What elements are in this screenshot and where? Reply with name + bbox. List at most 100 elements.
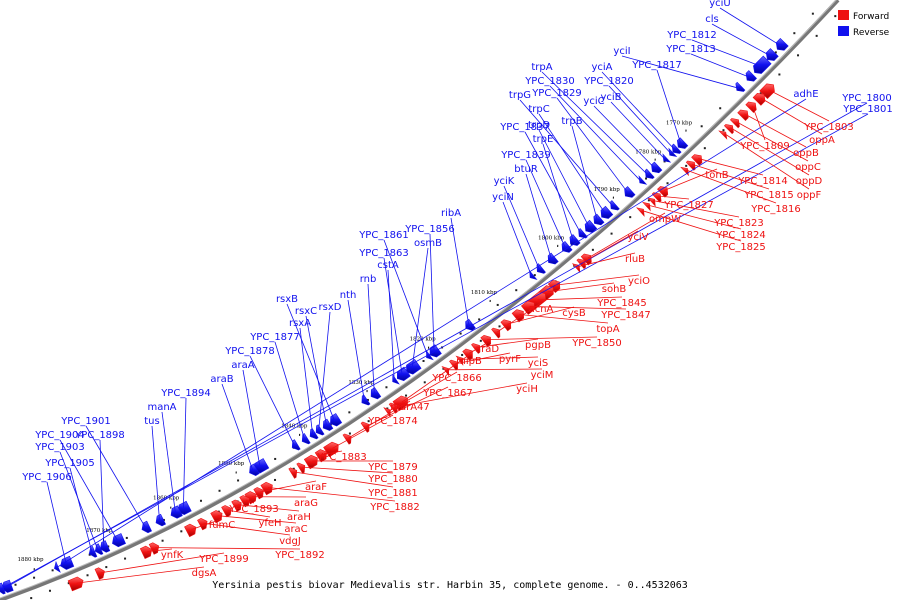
gene-arrow-yciC[interactable] [651,161,663,174]
gene-arrow-vdgJ[interactable] [197,517,208,531]
gene-label-YPC_1904[interactable]: YPC_1904 [34,430,85,441]
gene-arrow-YPC_1878[interactable] [291,439,301,451]
gene-label-yciU[interactable]: yciU [709,0,731,9]
gene-arrow-araF[interactable] [253,487,264,500]
gene-arrow-yciA[interactable] [671,143,682,154]
gene-label-YPC_1847[interactable]: YPC_1847 [600,310,651,321]
gene-arrow-YPC_1892[interactable] [148,542,160,555]
gene-label-osmB[interactable]: osmB [414,238,442,249]
gene-arrow-YPC_1881[interactable] [288,467,298,479]
gene-label-YPC_1879[interactable]: YPC_1879 [367,462,418,473]
gene-label-topA[interactable]: topA [596,324,619,335]
gene-label-YPC_1880[interactable]: YPC_1880 [367,474,418,485]
gene-label-araB[interactable]: araB [210,374,233,385]
gene-label-YPC_1816[interactable]: YPC_1816 [750,204,801,215]
gene-arrow-YPC_1825[interactable] [636,207,645,217]
gene-label-ompW[interactable]: ompW [649,214,681,225]
gene-arrow-oppD[interactable] [723,124,734,135]
gene-label-yciH[interactable]: yciH [516,384,538,395]
gene-label-YPC_1837[interactable]: YPC_1837 [499,122,550,133]
gene-arrow-ompW[interactable] [580,253,592,266]
gene-label-yciV[interactable]: yciV [627,232,648,243]
gene-arrow-YPC_1816[interactable] [680,166,689,177]
gene-label-YPC_1874[interactable]: YPC_1874 [367,416,418,427]
gene-arrow-manA[interactable] [170,505,183,519]
gene-arrow-YPC_1861[interactable] [426,349,434,361]
gene-label-araC[interactable]: araC [284,524,307,535]
gene-label-YPC_1883[interactable]: YPC_1883 [316,452,367,463]
gene-label-oppC[interactable]: oppC [795,162,821,173]
gene-label-tonB[interactable]: tonB [705,170,728,181]
gene-label-YPC_1800[interactable]: YPC_1800 [841,93,892,104]
gene-label-cstA[interactable]: cstA [377,260,399,271]
gene-label-YPC_1906[interactable]: YPC_1906 [21,472,72,483]
gene-arrow-YPC_1837[interactable] [578,228,588,239]
gene-arrow-YPC_1867[interactable] [360,421,370,433]
gene-label-YPC_1892[interactable]: YPC_1892 [274,550,325,561]
gene-arrow-rnb[interactable] [370,387,382,400]
gene-arrow-YPC_1827[interactable] [651,192,662,203]
gene-label-trpA[interactable]: trpA [531,62,552,73]
gene-label-YPC_1866[interactable]: YPC_1866 [431,373,482,384]
gene-label-pyrF[interactable]: pyrF [499,354,521,365]
gene-arrow-marA47[interactable] [342,433,352,445]
gene-label-YPC_1825[interactable]: YPC_1825 [715,242,766,253]
gene-label-YPC_1823[interactable]: YPC_1823 [713,218,764,229]
gene-label-YPC_1901[interactable]: YPC_1901 [60,416,111,427]
gene-label-yciI[interactable]: yciI [613,46,630,57]
gene-arrow-YPC_1823[interactable] [647,197,656,207]
gene-arrow-yciK[interactable] [536,263,546,274]
gene-arrow-pgpB[interactable] [471,343,481,354]
gene-label-YPC_1894[interactable]: YPC_1894 [160,388,211,399]
gene-label-trpE[interactable]: trpE [533,134,554,145]
gene-label-rluB[interactable]: rluB [625,254,645,265]
gene-arrow-YPC_1893[interactable] [239,495,250,508]
gene-label-YPC_1803[interactable]: YPC_1803 [803,122,854,133]
gene-label-YPC_1856[interactable]: YPC_1856 [404,224,455,235]
gene-label-YPC_1867[interactable]: YPC_1867 [422,388,473,399]
gene-label-dgsA[interactable]: dgsA [192,568,217,579]
gene-label-fumC[interactable]: fumC [209,520,236,531]
gene-label-vdgJ[interactable]: vdgJ [279,536,301,547]
gene-arrow-YPC_1898[interactable] [99,540,111,553]
gene-arrow-YPC_1901[interactable] [141,520,152,534]
gene-arrow-pyrF[interactable] [449,359,458,371]
gene-label-araD[interactable]: araD [475,344,499,355]
gene-label-adhE[interactable]: adhE [793,89,818,100]
gene-label-pgpB[interactable]: pgpB [525,340,551,351]
gene-arrow-tonB[interactable] [657,186,669,198]
gene-label-yfeH[interactable]: yfeH [258,518,281,529]
gene-arrow-yciU[interactable] [775,37,789,51]
gene-arrow-YPC_1880[interactable] [296,462,306,474]
gene-arrow-araH[interactable] [231,499,242,512]
gene-arrow-trpG[interactable] [610,200,620,211]
gene-arrow-yciH[interactable] [388,402,398,414]
gene-label-trpC[interactable]: trpC [528,104,549,115]
gene-label-acnA[interactable]: acnA [529,304,554,315]
gene-label-YPC_1877[interactable]: YPC_1877 [249,332,300,343]
gene-label-YPC_1815[interactable]: YPC_1815 [743,190,794,201]
gene-arrow-YPC_1817[interactable] [676,137,689,149]
gene-label-tus[interactable]: tus [144,416,159,427]
gene-label-oppA[interactable]: oppA [809,135,835,146]
gene-arrow-YPC_1903[interactable] [94,543,104,555]
gene-arrow-trpE[interactable] [569,234,581,246]
gene-arrow-YPC_1812[interactable] [753,55,772,74]
gene-arrow-YPC_1879[interactable] [303,454,318,470]
gene-arrow-cysB[interactable] [500,319,512,332]
gene-label-YPC_1898[interactable]: YPC_1898 [74,430,125,441]
gene-label-YPC_1839[interactable]: YPC_1839 [500,150,551,161]
gene-arrow-araG[interactable] [244,491,257,505]
gene-arrow-YPC_1877[interactable] [301,433,311,445]
gene-arrow-trpC[interactable] [600,205,614,219]
gene-label-araH[interactable]: araH [287,512,311,523]
gene-label-rsxA[interactable]: rsxA [289,318,311,329]
gene-label-yciB[interactable]: yciB [600,92,621,103]
gene-arrow-acnA[interactable] [491,327,501,339]
gene-arrow-YPC_1899[interactable] [94,567,105,580]
gene-label-araG[interactable]: araG [294,498,318,509]
gene-label-marA47[interactable]: marA47 [390,402,430,413]
gene-label-rsxD[interactable]: rsxD [319,302,342,313]
gene-label-YPC_1824[interactable]: YPC_1824 [715,230,766,241]
gene-label-araF[interactable]: araF [305,482,327,493]
